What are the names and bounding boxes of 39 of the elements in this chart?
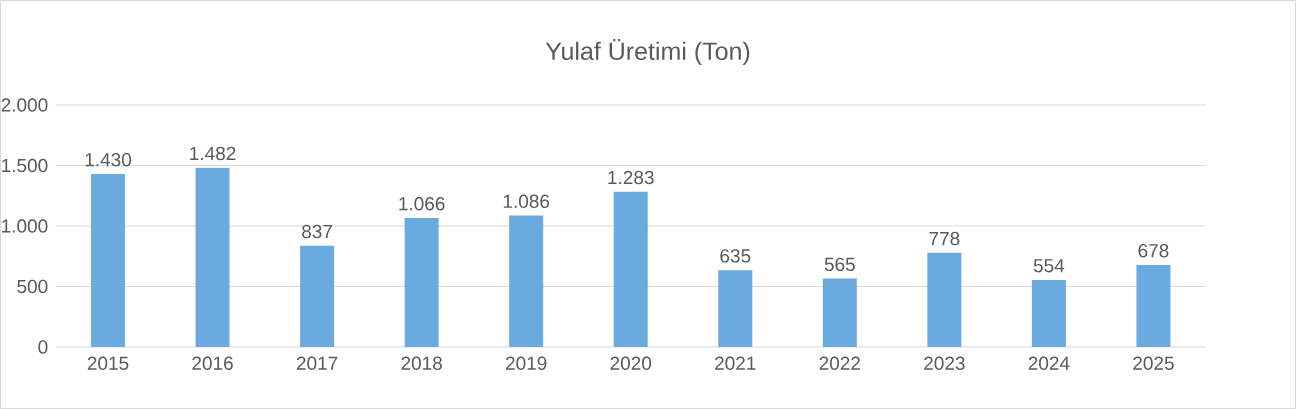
x-tick-label: 2016 <box>192 356 233 370</box>
data-label: 1.066 <box>399 197 445 211</box>
data-label: 635 <box>720 249 751 263</box>
x-tick-label: 2018 <box>401 356 442 370</box>
x-tick-label: 2015 <box>87 356 129 370</box>
y-tick-label: 0 <box>38 340 48 354</box>
y-tick-label: 1.000 <box>2 219 48 233</box>
x-tick-label: 2017 <box>296 356 338 370</box>
bar <box>718 270 753 347</box>
chart-title: Yulaf Üretimi (Ton) <box>545 38 750 66</box>
bar <box>195 167 230 347</box>
bar <box>1136 264 1171 347</box>
data-label: 837 <box>302 224 332 239</box>
bar <box>91 173 126 347</box>
data-label: 1.482 <box>190 146 236 161</box>
x-tick-label: 2021 <box>715 356 756 370</box>
data-label: 1.283 <box>608 170 654 185</box>
y-tick-label: 2.000 <box>1 98 48 112</box>
x-tick-label: 2019 <box>506 356 547 370</box>
bar <box>509 215 544 347</box>
data-label: 554 <box>1033 259 1065 273</box>
data-label: 778 <box>929 231 960 246</box>
y-tick-label: 1.500 <box>2 158 48 173</box>
y-tick-label: 500 <box>17 279 48 294</box>
data-label: 1.086 <box>503 194 550 209</box>
x-tick-label: 2023 <box>924 356 965 370</box>
bar <box>927 252 962 347</box>
x-tick-label: 2020 <box>610 356 652 370</box>
bar <box>613 191 648 347</box>
bar <box>822 278 857 347</box>
bar <box>300 245 335 347</box>
bar <box>1031 279 1066 347</box>
x-tick-label: 2025 <box>1133 356 1174 370</box>
bar <box>404 218 439 347</box>
data-label: 565 <box>824 257 855 272</box>
x-tick-label: 2022 <box>819 356 860 370</box>
x-tick-label: 2024 <box>1028 356 1070 370</box>
data-label: 678 <box>1138 243 1169 258</box>
data-label: 1.430 <box>85 152 132 167</box>
